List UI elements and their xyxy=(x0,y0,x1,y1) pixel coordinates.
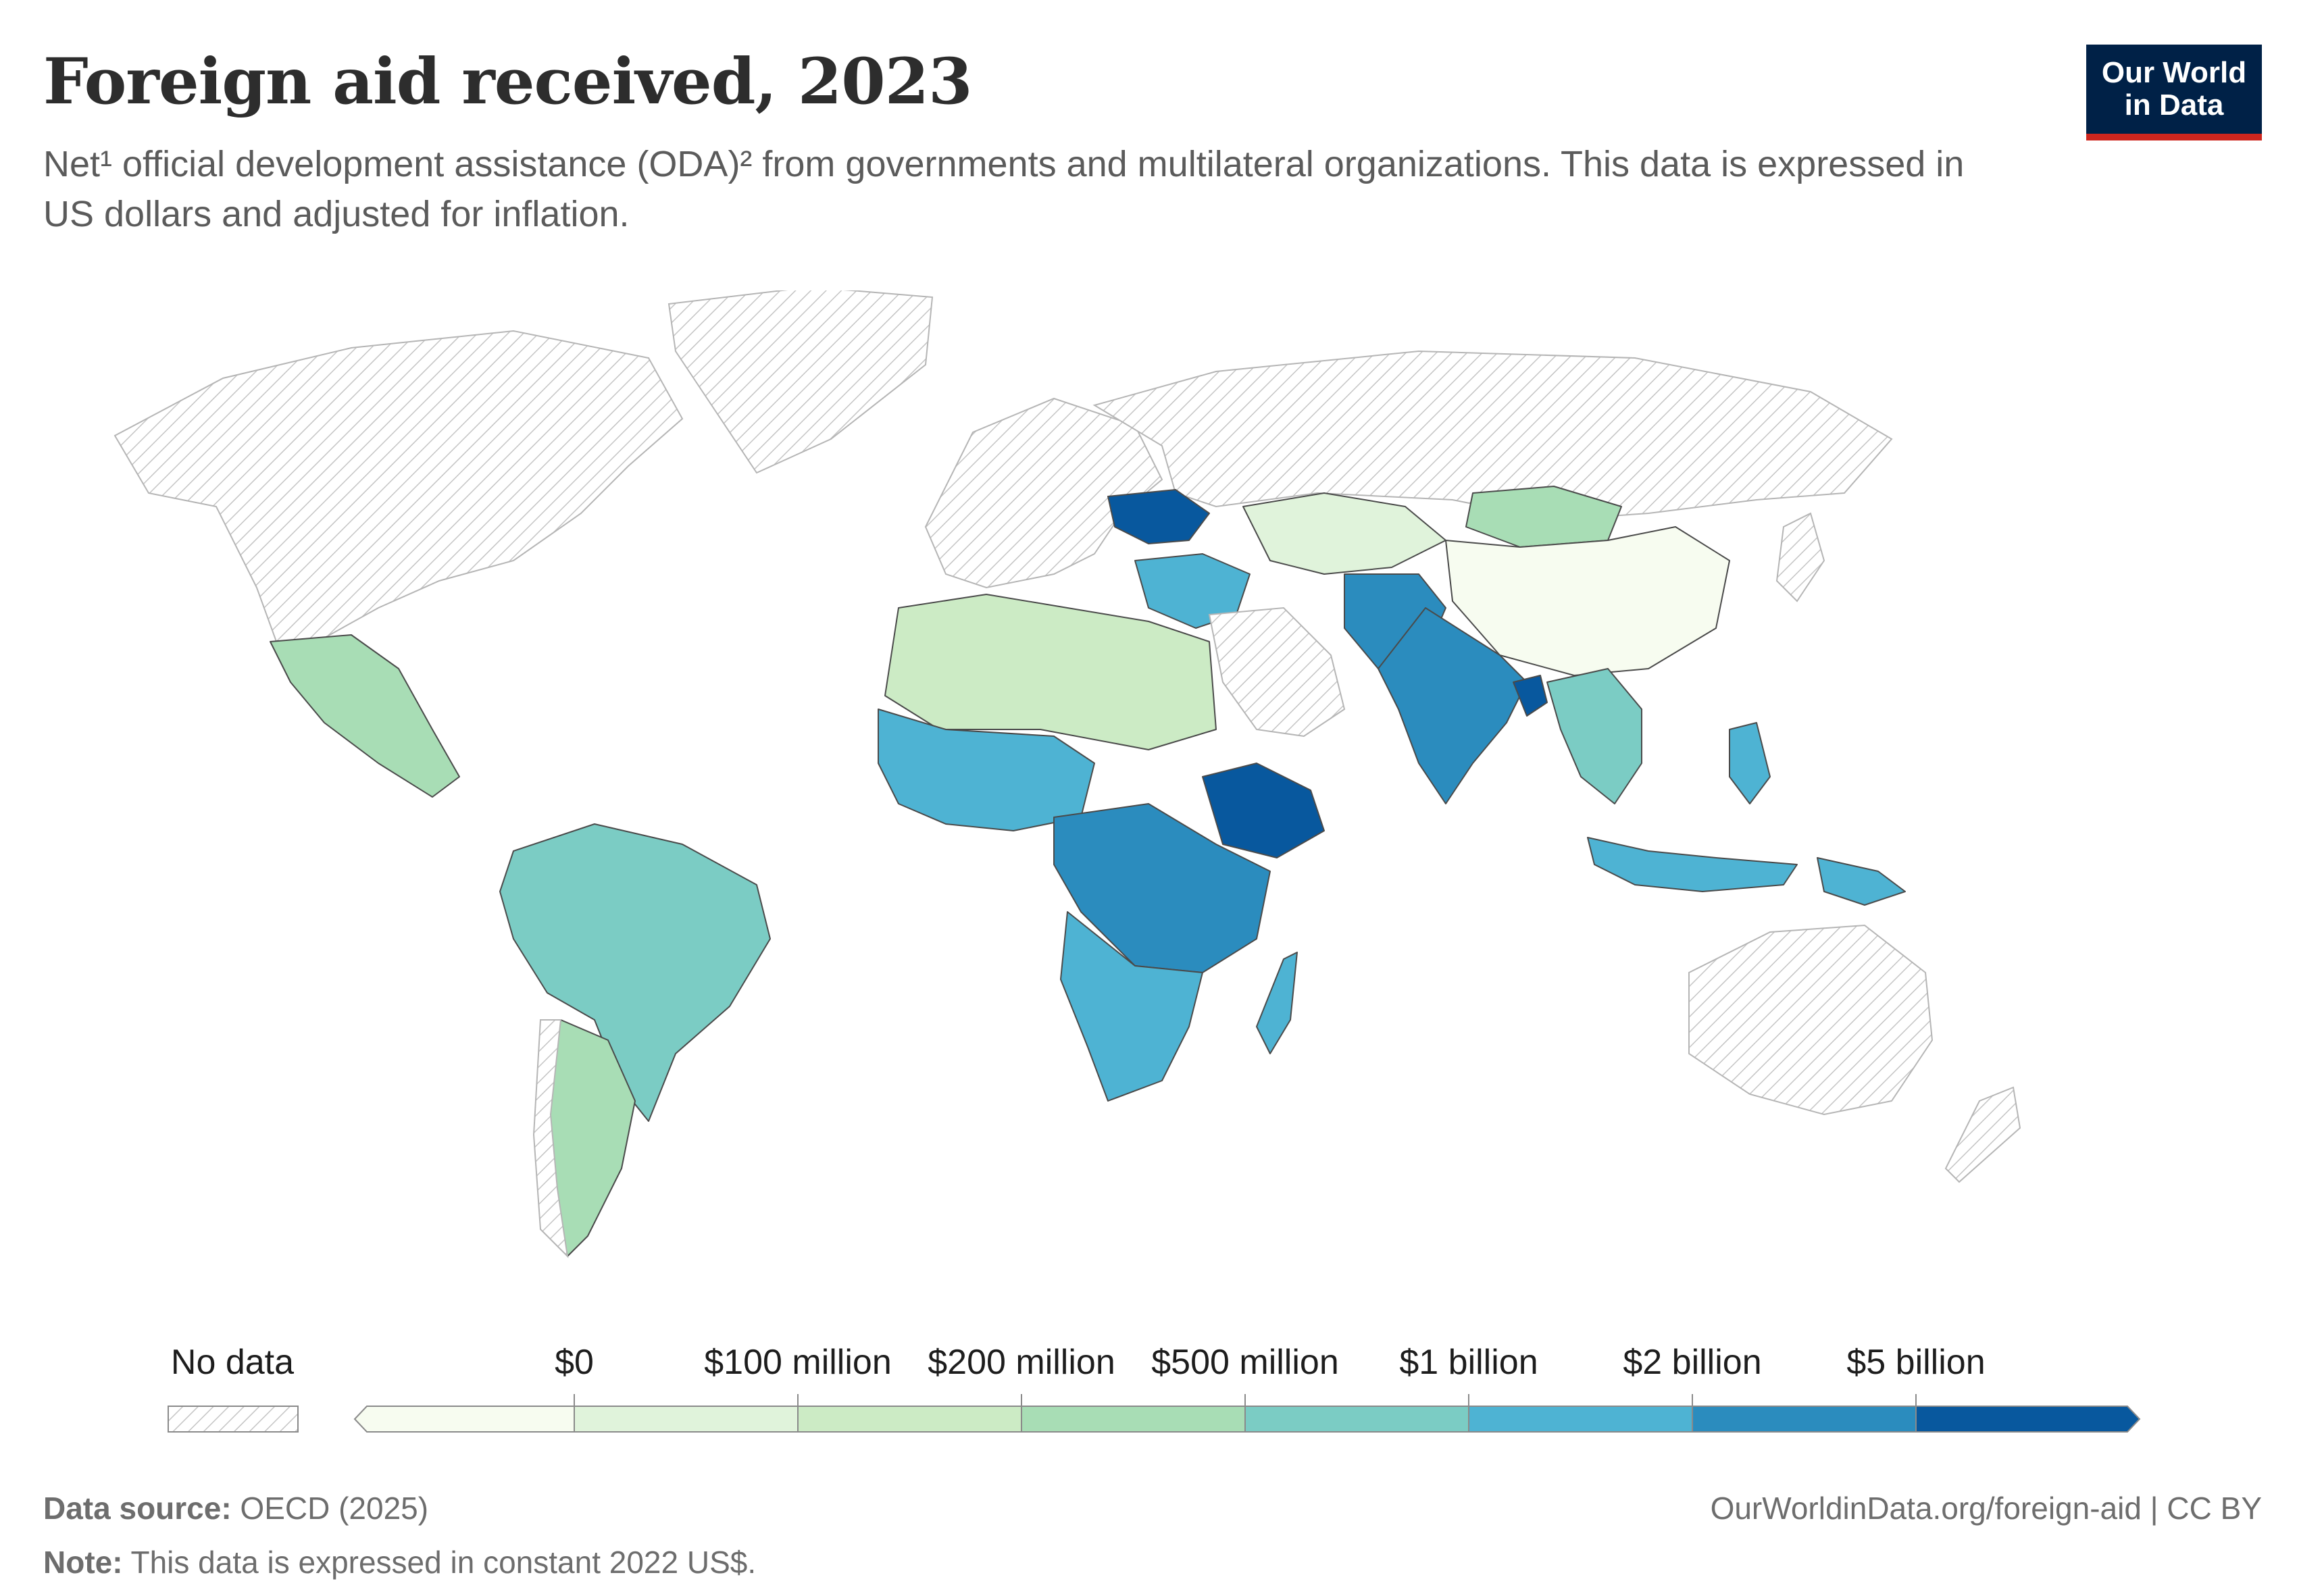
country-greenland[interactable] xyxy=(667,290,934,474)
country-brazil[interactable] xyxy=(499,823,771,1122)
data-source: Data source: OECD (2025) xyxy=(43,1490,2262,1526)
color-legend: No data $0 $100 million $200 million $500 m… xyxy=(0,1344,2297,1445)
legend-bin-label: $100 million xyxy=(704,1344,892,1382)
country-mexico[interactable] xyxy=(270,634,460,798)
country-ukraine[interactable] xyxy=(1107,489,1210,544)
country-papua-new-guinea[interactable] xyxy=(1817,857,1906,906)
country-australia[interactable] xyxy=(1688,924,1934,1116)
country-madagascar[interactable] xyxy=(1256,952,1298,1054)
legend-svg: No data $0 $100 million $200 million $500 m… xyxy=(168,1344,2141,1433)
country-americas-north[interactable] xyxy=(113,330,684,663)
country-southern-africa[interactable] xyxy=(1060,911,1203,1102)
legend-bin-swatch[interactable] xyxy=(1244,1406,1469,1433)
country-southeast-asia[interactable] xyxy=(1546,668,1642,804)
note-value: This data is expressed in constant 2022 … xyxy=(122,1545,757,1580)
source-value[interactable]: OECD (2025) xyxy=(231,1491,429,1526)
chart-subtitle: Net¹ official development assistance (OD… xyxy=(43,144,1965,234)
logo-line-2: in Data xyxy=(2124,88,2224,122)
country-north-africa[interactable] xyxy=(884,594,1217,750)
country-ethiopia[interactable] xyxy=(1202,763,1325,858)
legend-bin-label: $0 xyxy=(555,1344,594,1382)
chart-title: Foreign aid received, 2023 xyxy=(43,45,972,119)
legend-bin-swatch[interactable] xyxy=(1021,1406,1246,1433)
country-europe[interactable] xyxy=(924,397,1163,589)
legend-bin-label: $200 million xyxy=(928,1344,1115,1382)
legend-bin-label: $500 million xyxy=(1151,1344,1339,1382)
legend-bin-label: $1 billion xyxy=(1399,1344,1538,1382)
legend-bin-swatch[interactable] xyxy=(1468,1406,1693,1433)
country-japan[interactable] xyxy=(1775,512,1825,602)
country-china[interactable] xyxy=(1445,526,1730,676)
legend-no-data-label: No data xyxy=(171,1344,294,1382)
legend-no-data-swatch[interactable] xyxy=(168,1406,299,1433)
country-indonesia[interactable] xyxy=(1587,837,1798,892)
country-saudi-arabia[interactable] xyxy=(1208,607,1346,738)
legend-bin-label: $5 billion xyxy=(1846,1344,1985,1382)
country-kazakhstan[interactable] xyxy=(1242,492,1446,575)
country-central-east-africa[interactable] xyxy=(1053,803,1271,973)
legend-bin-swatch[interactable] xyxy=(1915,1406,2141,1433)
country-chile[interactable] xyxy=(532,1019,569,1258)
country-philippines[interactable] xyxy=(1729,722,1771,804)
legend-bin-swatch[interactable] xyxy=(1692,1406,1917,1433)
country-new-zealand[interactable] xyxy=(1944,1086,2021,1183)
credit-link[interactable]: OurWorldinData.org/foreign-aid | CC BY xyxy=(1710,1491,2262,1526)
world-map[interactable] xyxy=(0,290,2297,1290)
owid-logo[interactable]: Our World in Data xyxy=(2086,45,2262,140)
legend-bin-swatch[interactable] xyxy=(574,1406,799,1433)
legend-bin-swatch[interactable] xyxy=(797,1406,1022,1433)
country-india[interactable] xyxy=(1378,607,1528,804)
note-label: Note: xyxy=(43,1545,123,1580)
world-map-svg[interactable] xyxy=(0,290,2297,1290)
legend-bin-swatch[interactable] xyxy=(353,1406,575,1433)
country-bangladesh[interactable] xyxy=(1513,675,1548,717)
logo-line-1: Our World xyxy=(2101,56,2247,89)
country-west-africa[interactable] xyxy=(878,709,1095,831)
country-russia[interactable] xyxy=(1092,350,1893,521)
legend-bin-label: $2 billion xyxy=(1623,1344,1761,1382)
source-label: Data source: xyxy=(43,1491,232,1526)
data-note: Note: This data is expressed in constant… xyxy=(43,1544,2262,1580)
